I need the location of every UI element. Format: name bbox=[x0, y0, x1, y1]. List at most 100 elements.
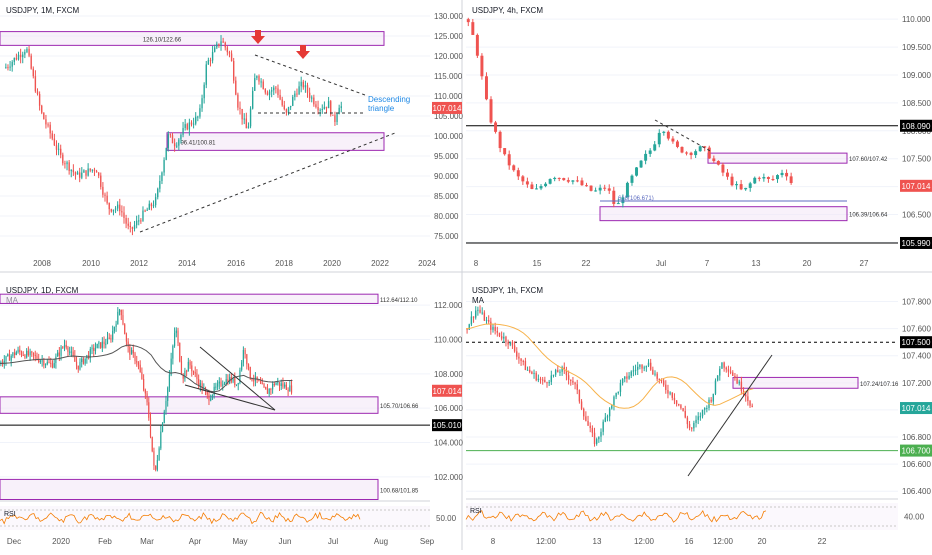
candle-body bbox=[327, 101, 330, 109]
candle-body bbox=[118, 309, 121, 312]
candle-body bbox=[490, 321, 492, 330]
candle-body bbox=[218, 43, 220, 46]
candle-body bbox=[727, 369, 730, 372]
candle-body bbox=[721, 164, 725, 173]
wedge-lower bbox=[184, 384, 276, 411]
candle-body bbox=[719, 368, 721, 376]
candle-body bbox=[113, 326, 115, 331]
candle-body bbox=[285, 109, 288, 113]
candle-body bbox=[323, 106, 326, 110]
candle-body bbox=[134, 353, 136, 362]
candle-body bbox=[156, 460, 158, 470]
candle-body bbox=[289, 385, 291, 392]
y-tick-label: 102.000 bbox=[434, 473, 463, 482]
candle-body bbox=[239, 107, 241, 109]
candle-body bbox=[261, 383, 263, 385]
y-tick-label: 106.500 bbox=[902, 211, 931, 220]
zone-label: 105.70/106.66 bbox=[380, 404, 419, 410]
candle-body bbox=[112, 209, 115, 212]
candle-body bbox=[277, 88, 279, 96]
candle-body bbox=[64, 163, 66, 165]
candle-body bbox=[122, 315, 124, 325]
x-tick-label: Feb bbox=[98, 537, 112, 546]
y-tick-label: 106.400 bbox=[902, 487, 931, 496]
candle-body bbox=[697, 416, 699, 420]
candle-body bbox=[210, 398, 212, 401]
candle-body bbox=[140, 220, 142, 222]
candle-body bbox=[332, 114, 334, 116]
candle-body bbox=[41, 360, 43, 362]
x-tick-label: Mar bbox=[140, 537, 154, 546]
candle-body bbox=[66, 162, 68, 165]
x-tick-label: 2020 bbox=[52, 537, 70, 546]
candle-body bbox=[492, 326, 494, 330]
candle-body bbox=[170, 358, 172, 375]
last-price-label: 107.014 bbox=[902, 182, 931, 191]
candle-body bbox=[321, 109, 323, 111]
candle-body bbox=[29, 351, 31, 356]
candle-body bbox=[137, 362, 140, 365]
candle-body bbox=[163, 159, 165, 173]
candle-body bbox=[53, 362, 55, 368]
candle-body bbox=[516, 170, 520, 177]
x-tick-label: 20 bbox=[803, 259, 812, 268]
candle-body bbox=[180, 361, 183, 375]
candle-body bbox=[548, 179, 552, 184]
candle-body bbox=[626, 376, 628, 379]
candle-body bbox=[208, 394, 210, 401]
candle-body bbox=[256, 76, 258, 79]
candle-body bbox=[178, 139, 180, 146]
candle-body bbox=[74, 172, 77, 175]
candle-body bbox=[60, 148, 62, 155]
candle-body bbox=[157, 188, 159, 198]
candle-body bbox=[85, 170, 87, 176]
candle-body bbox=[507, 342, 509, 345]
panel-fourhour: 110.000109.500109.000108.500108.000107.5… bbox=[466, 6, 932, 268]
candle-body bbox=[537, 378, 540, 381]
y-tick-label: 109.000 bbox=[902, 71, 931, 80]
candle-body bbox=[102, 186, 104, 195]
zone-label: 126.10/122.66 bbox=[143, 37, 182, 43]
candle-body bbox=[130, 350, 133, 355]
candle-body bbox=[77, 365, 79, 370]
candle-body bbox=[643, 367, 645, 369]
candle-body bbox=[127, 341, 129, 347]
candle-body bbox=[19, 54, 22, 58]
candle-body bbox=[641, 365, 643, 369]
y-tick-label: 130.000 bbox=[434, 12, 463, 21]
candle-body bbox=[146, 393, 148, 403]
candle-body bbox=[94, 348, 97, 351]
y-tick-label: 107.800 bbox=[902, 298, 931, 307]
candle-body bbox=[125, 218, 127, 224]
candle-body bbox=[680, 146, 684, 153]
candle-body bbox=[477, 309, 479, 311]
level-tag-label: 108.090 bbox=[902, 122, 931, 131]
candle-body bbox=[169, 134, 172, 136]
candle-body bbox=[129, 346, 131, 355]
candle-body bbox=[38, 93, 41, 106]
candle-body bbox=[635, 167, 639, 176]
candle-body bbox=[703, 146, 707, 148]
candle-body bbox=[69, 351, 71, 353]
zone-label: 107.60/107.42 bbox=[849, 157, 888, 163]
candle-body bbox=[298, 86, 300, 95]
x-tick-label: Jul bbox=[656, 259, 666, 268]
candle-body bbox=[714, 380, 717, 394]
candle-body bbox=[203, 84, 205, 99]
candle-body bbox=[647, 362, 650, 366]
x-tick-label: Jul bbox=[328, 537, 338, 546]
candle-body bbox=[105, 343, 107, 345]
candle-body bbox=[712, 158, 716, 162]
candle-body bbox=[44, 364, 47, 366]
candle-body bbox=[216, 383, 219, 387]
candle-body bbox=[336, 114, 338, 123]
y-tick-label: 106.600 bbox=[902, 460, 931, 469]
candle-body bbox=[313, 97, 315, 105]
candle-body bbox=[158, 448, 160, 461]
candle-body bbox=[780, 172, 784, 176]
y-tick-label: 110.000 bbox=[902, 15, 931, 24]
candle-body bbox=[161, 423, 164, 432]
y-tick-label: 108.000 bbox=[434, 370, 463, 379]
level-tag-label: 106.700 bbox=[902, 447, 931, 456]
